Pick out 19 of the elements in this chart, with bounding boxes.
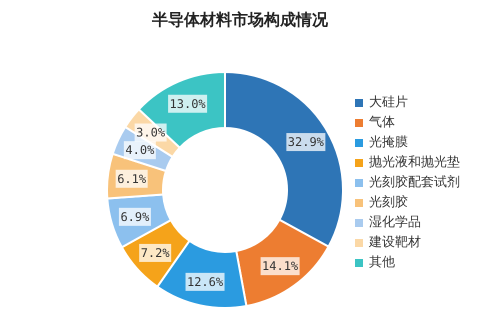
data-label: 3.0% bbox=[136, 126, 166, 140]
legend-label: 湿化学品 bbox=[369, 214, 421, 232]
data-label: 6.9% bbox=[120, 210, 150, 224]
data-label: 13.0% bbox=[170, 96, 206, 111]
legend-label: 气体 bbox=[369, 114, 395, 132]
legend-label: 大硅片 bbox=[369, 94, 408, 112]
legend-label: 建设靶材 bbox=[369, 234, 421, 252]
legend-label: 光刻胶配套试剂 bbox=[369, 174, 460, 192]
data-label: 7.2% bbox=[140, 246, 170, 260]
chart-title: 半导体材料市场构成情况 bbox=[151, 10, 329, 31]
legend-label: 光掩膜 bbox=[369, 134, 408, 152]
data-label: 4.0% bbox=[125, 143, 156, 158]
data-label: 12.6% bbox=[186, 274, 224, 289]
data-label: 6.1% bbox=[117, 172, 147, 186]
legend-label: 光刻胶 bbox=[369, 194, 408, 212]
data-label: 14.1% bbox=[262, 259, 299, 274]
legend-label: 抛光液和抛光垫 bbox=[369, 154, 460, 172]
legend-label: 其他 bbox=[369, 254, 395, 272]
data-label: 32.9% bbox=[288, 135, 325, 150]
